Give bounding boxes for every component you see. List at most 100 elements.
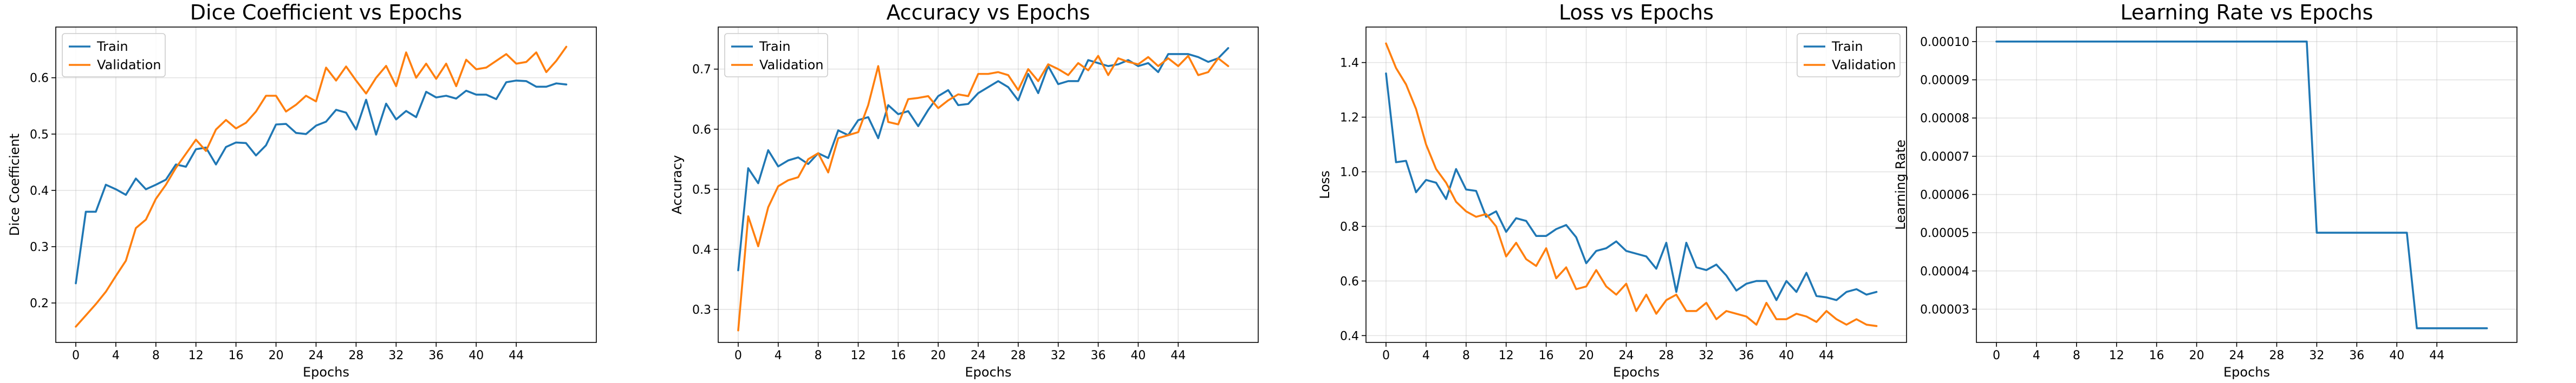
x-tick-label: 40 xyxy=(1779,349,1794,362)
legend-label-validation: Validation xyxy=(97,57,161,72)
plot-frame xyxy=(1365,27,1907,343)
chart-dice-coefficient: 0 4 8 12 16 20 24 28 32 36 40 44 0.2 0.3 0.4 0.5 0.6 Dice… xyxy=(7,1,597,380)
x-tick-label: 32 xyxy=(1699,349,1714,362)
x-tick-label: 28 xyxy=(348,349,363,362)
legend-label-validation: Validation xyxy=(759,57,824,72)
x-tick-label: 32 xyxy=(388,349,404,362)
y-tick-label: 0.5 xyxy=(30,128,49,142)
legend-label-train: Train xyxy=(1831,39,1863,54)
x-axis-label: Epochs xyxy=(303,365,349,380)
y-tick-label: 0.4 xyxy=(1340,329,1359,343)
y-tick-label: 0.00007 xyxy=(1920,150,1969,164)
y-tick-label: 1.2 xyxy=(1340,111,1359,125)
x-tick-label: 36 xyxy=(2349,349,2364,362)
x-tick-label: 4 xyxy=(112,349,120,362)
x-tick-label: 0 xyxy=(1382,349,1390,362)
x-tick-label: 12 xyxy=(188,349,204,362)
x-tick-label: 36 xyxy=(428,349,444,362)
plot-frame xyxy=(718,27,1259,343)
legend-label-train: Train xyxy=(96,39,128,54)
x-tick-label: 24 xyxy=(309,349,324,362)
x-tick-label: 24 xyxy=(1619,349,1634,362)
x-tick-label: 12 xyxy=(1499,349,1514,362)
y-tick-label: 0.2 xyxy=(30,297,49,311)
legend-label-validation: Validation xyxy=(1832,57,1896,72)
x-axis-label: Epochs xyxy=(2223,365,2270,380)
x-tick-label: 40 xyxy=(2389,349,2404,362)
y-tick-label: 0.7 xyxy=(692,63,711,77)
x-tick-label: 20 xyxy=(1579,349,1594,362)
y-tick-label: 1.0 xyxy=(1340,166,1359,180)
x-tick-label: 0 xyxy=(72,349,80,362)
x-tick-label: 16 xyxy=(890,349,906,362)
x-tick-label: 4 xyxy=(1422,349,1430,362)
x-tick-label: 20 xyxy=(2189,349,2204,362)
x-tick-label: 28 xyxy=(2269,349,2284,362)
x-tick-label: 0 xyxy=(1993,349,2000,362)
legend: Train Validation xyxy=(62,33,166,77)
x-tick-label: 28 xyxy=(1658,349,1674,362)
x-tick-label: 20 xyxy=(931,349,946,362)
chart-title: Loss vs Epochs xyxy=(1559,1,1714,24)
chart-loss: 0 4 8 12 16 20 24 28 32 36 40 44 0.4 0.6 0.8 1.0 1.2 1.4 L… xyxy=(1317,1,1907,380)
x-tick-label: 32 xyxy=(2309,349,2324,362)
y-tick-label: 0.00008 xyxy=(1920,112,1969,126)
y-tick-label: 0.00003 xyxy=(1920,303,1969,317)
chart-title: Learning Rate vs Epochs xyxy=(2120,1,2373,24)
x-tick-label: 44 xyxy=(1819,349,1834,362)
series-line-learning-rate xyxy=(1995,41,2488,329)
x-tick-label: 16 xyxy=(2149,349,2164,362)
x-tick-label: 28 xyxy=(1011,349,1026,362)
x-tick-label: 32 xyxy=(1051,349,1066,362)
y-tick-label: 0.8 xyxy=(1340,220,1359,234)
y-tick-label: 0.3 xyxy=(30,241,49,254)
plot-frame xyxy=(1976,27,2518,343)
y-axis-label: Loss xyxy=(1317,170,1332,199)
y-tick-label: 0.6 xyxy=(1340,275,1359,288)
series-line-train xyxy=(737,47,1230,272)
y-tick-label: 0.3 xyxy=(692,303,711,317)
x-tick-label: 40 xyxy=(469,349,484,362)
x-tick-label: 8 xyxy=(1462,349,1470,362)
x-tick-label: 44 xyxy=(509,349,524,362)
x-tick-label: 20 xyxy=(269,349,284,362)
grid xyxy=(1976,27,2517,342)
x-tick-label: 16 xyxy=(1539,349,1554,362)
series-line-validation xyxy=(75,45,568,328)
x-tick-label: 12 xyxy=(2109,349,2124,362)
x-tick-label: 44 xyxy=(1170,349,1186,362)
y-tick-label: 0.00004 xyxy=(1920,265,1969,279)
legend-box xyxy=(62,33,166,77)
x-axis-label: Epochs xyxy=(1613,365,1660,380)
y-tick-label: 0.00006 xyxy=(1920,189,1969,202)
chart-accuracy: 0 4 8 12 16 20 24 28 32 36 40 44 0.3 0.4 0.5 0.6 0.7 Accu… xyxy=(669,1,1259,380)
x-tick-label: 36 xyxy=(1739,349,1754,362)
y-axis-label: Learning Rate xyxy=(1893,140,1908,230)
x-tick-label: 8 xyxy=(2073,349,2080,362)
series-line-train xyxy=(1385,72,1878,301)
y-tick-label: 0.00010 xyxy=(1920,36,1969,49)
x-tick-label: 16 xyxy=(229,349,244,362)
legend-box xyxy=(724,33,828,77)
legend: Train Validation xyxy=(1797,33,1901,77)
x-tick-label: 44 xyxy=(2429,349,2444,362)
y-tick-label: 1.4 xyxy=(1340,57,1359,70)
series-line-train xyxy=(75,80,568,285)
x-tick-label: 36 xyxy=(1091,349,1106,362)
x-tick-label: 40 xyxy=(1130,349,1146,362)
y-axis-label: Dice Coefficient xyxy=(7,134,22,236)
y-tick-label: 0.4 xyxy=(30,184,49,198)
y-tick-label: 0.00009 xyxy=(1920,74,1969,88)
x-tick-label: 4 xyxy=(775,349,782,362)
y-tick-label: 0.00005 xyxy=(1920,227,1969,240)
legend-box xyxy=(1797,33,1901,77)
y-tick-label: 0.4 xyxy=(692,243,711,257)
y-tick-label: 0.5 xyxy=(692,183,711,197)
x-tick-label: 0 xyxy=(734,349,742,362)
y-tick-label: 0.6 xyxy=(30,72,49,85)
legend: Train Validation xyxy=(724,33,828,77)
x-tick-label: 24 xyxy=(971,349,986,362)
x-tick-label: 8 xyxy=(152,349,160,362)
x-axis-label: Epochs xyxy=(965,365,1012,380)
